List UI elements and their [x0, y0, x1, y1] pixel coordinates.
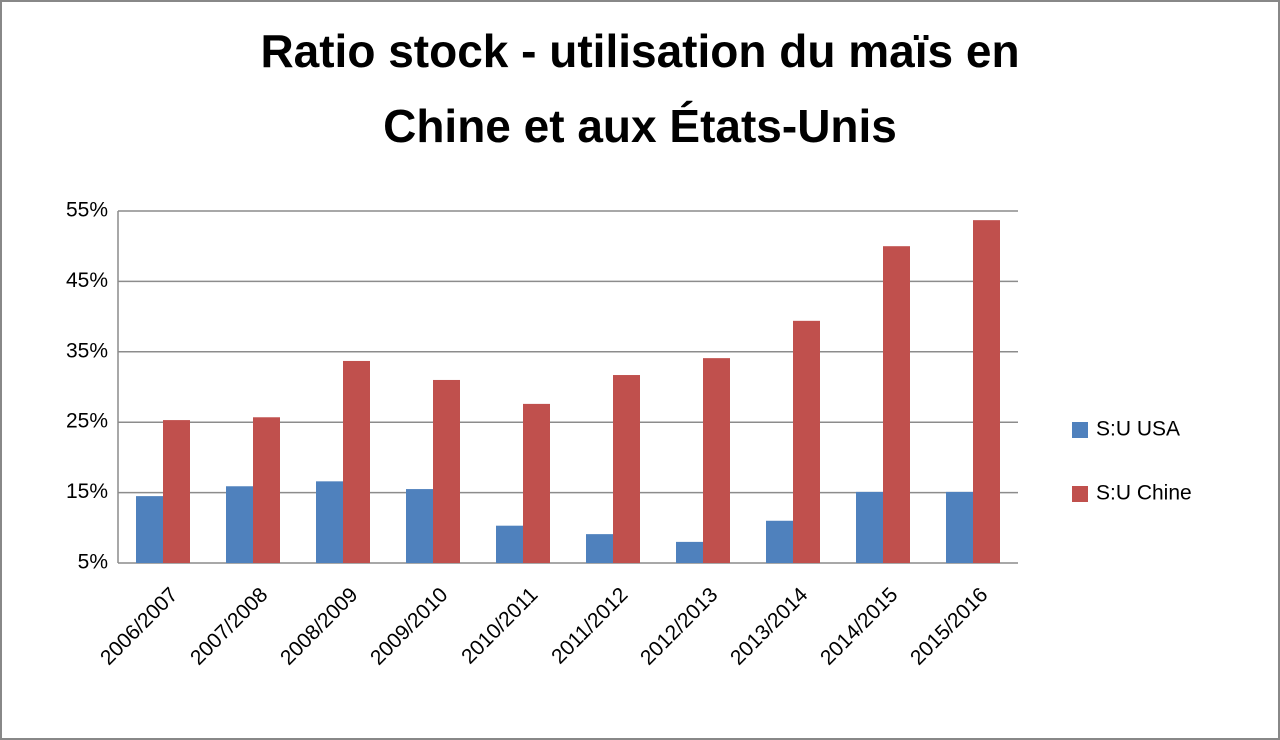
- bar: [433, 379, 460, 563]
- bar: [946, 491, 973, 563]
- bar: [496, 525, 523, 563]
- bar: [703, 358, 730, 563]
- y-tick-label: 5%: [78, 551, 108, 574]
- bar: [316, 481, 343, 563]
- bar: [253, 417, 280, 563]
- legend-label: S:U USA: [1096, 418, 1180, 441]
- y-tick-label: 45%: [66, 269, 108, 292]
- bar: [856, 491, 883, 563]
- bar: [586, 534, 613, 563]
- chart-title: Chine et aux États-Unis: [383, 100, 897, 152]
- bar: [136, 496, 163, 563]
- bar: [163, 420, 190, 563]
- bar: [793, 320, 820, 563]
- y-tick-label: 55%: [66, 199, 108, 222]
- bar: [766, 520, 793, 563]
- legend-swatch: [1072, 486, 1088, 502]
- bar: [676, 541, 703, 563]
- y-tick-label: 15%: [66, 480, 108, 503]
- bar: [226, 486, 253, 563]
- chart-title: Ratio stock - utilisation du maïs en: [260, 25, 1019, 77]
- bar: [523, 403, 550, 563]
- bar: [343, 360, 370, 563]
- bar: [613, 375, 640, 563]
- y-tick-label: 35%: [66, 339, 108, 362]
- legend-swatch: [1072, 422, 1088, 438]
- bar: [883, 246, 910, 563]
- legend-label: S:U Chine: [1096, 482, 1192, 505]
- bar: [973, 220, 1000, 564]
- bar: [406, 489, 433, 563]
- y-tick-label: 25%: [66, 410, 108, 433]
